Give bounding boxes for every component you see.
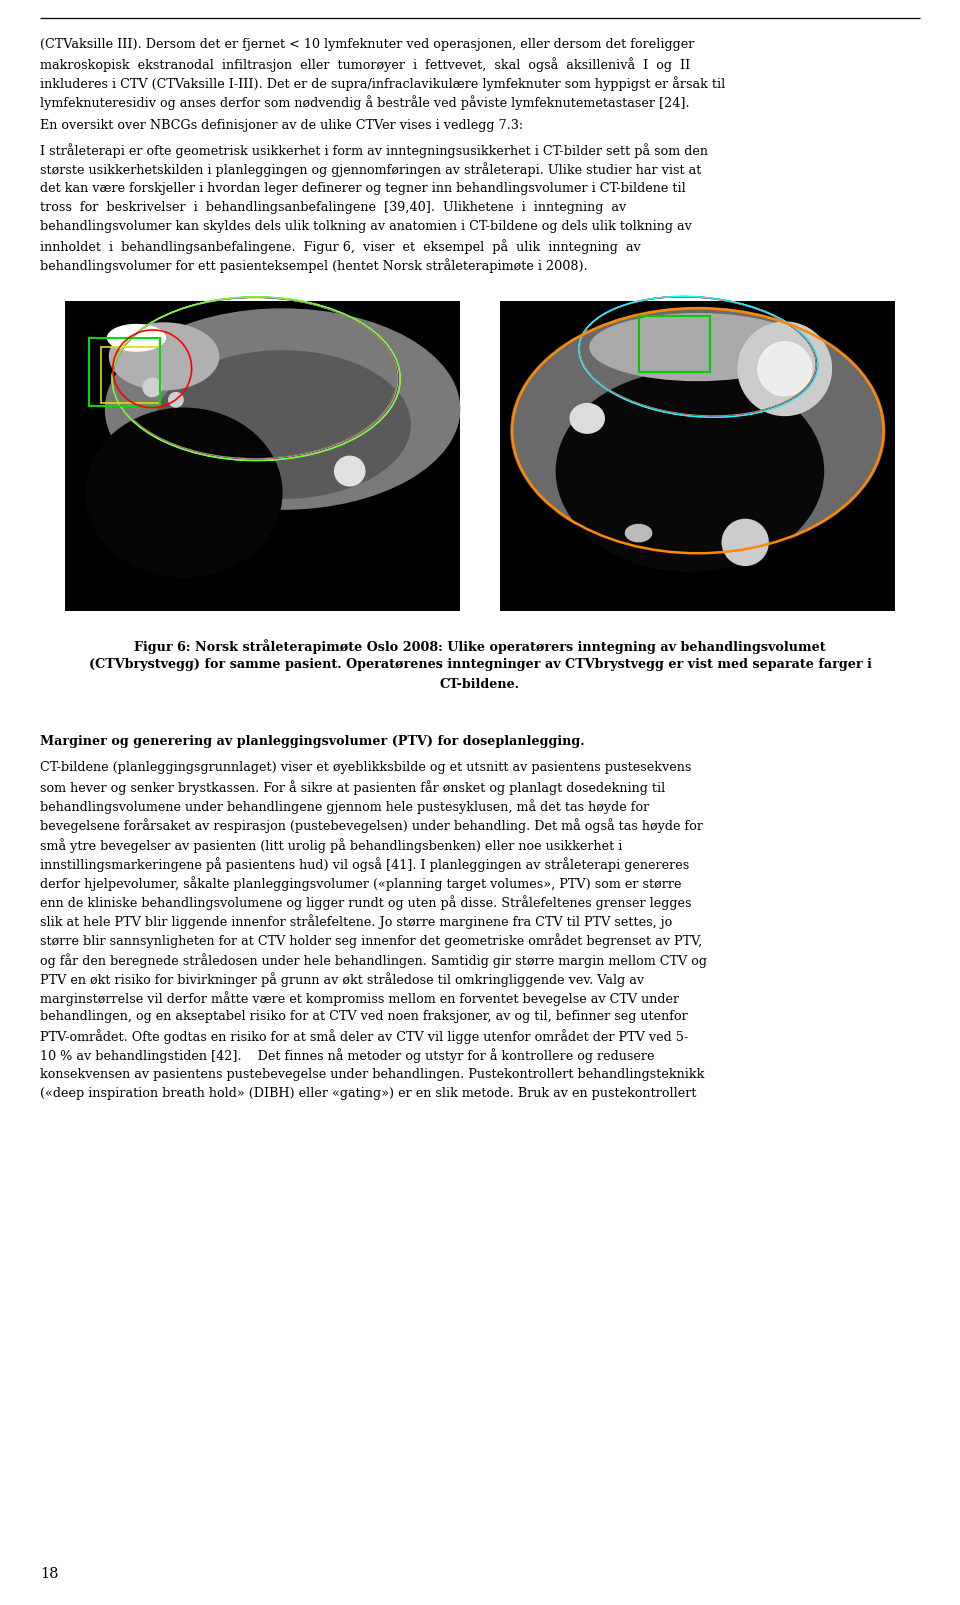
Text: (CTVaksille III). Dersom det er fjernet < 10 lymfeknuter ved operasjonen, eller : (CTVaksille III). Dersom det er fjernet …	[40, 39, 695, 51]
Ellipse shape	[589, 313, 806, 380]
Text: tross  for  beskrivelser  i  behandlingsanbefalingene  [39,40].  Ulikhetene  i  : tross for beskrivelser i behandlingsanbe…	[40, 201, 627, 213]
Text: 18: 18	[40, 1566, 59, 1581]
Text: PTV en økt risiko for bivirkninger på grunn av økt stråledose til omkringliggend: PTV en økt risiko for bivirkninger på gr…	[40, 973, 644, 987]
Text: marginstørrelse vil derfor måtte være et kompromiss mellom en forventet bevegels: marginstørrelse vil derfor måtte være et…	[40, 990, 680, 1006]
Ellipse shape	[85, 408, 282, 578]
Text: det kan være forskjeller i hvordan leger definerer og tegner inn behandlingsvolu: det kan være forskjeller i hvordan leger…	[40, 181, 686, 194]
Text: største usikkerhetskilden i planleggingen og gjennomføringen av stråleterapi. Ul: største usikkerhetskilden i planlegginge…	[40, 162, 702, 178]
Ellipse shape	[510, 307, 885, 555]
Text: CT-bildene.: CT-bildene.	[440, 677, 520, 690]
Text: behandlingsvolumer for ett pasienteksempel (hentet Norsk stråleterapimøte i 2008: behandlingsvolumer for ett pasienteksemp…	[40, 258, 588, 273]
Text: behandlingsvolumer kan skyldes dels ulik tolkning av anatomien i CT-bildene og d: behandlingsvolumer kan skyldes dels ulik…	[40, 220, 692, 233]
Bar	[101, 347, 160, 403]
Text: Marginer og generering av planleggingsvolumer (PTV) for doseplanlegging.: Marginer og generering av planleggingsvo…	[40, 735, 585, 748]
Text: innstillingsmarkeringene på pasientens hud) vil også [41]. I planleggingen av st: innstillingsmarkeringene på pasientens h…	[40, 857, 689, 872]
Circle shape	[737, 321, 832, 416]
Circle shape	[168, 392, 183, 408]
Text: behandlingen, og en akseptabel risiko for at CTV ved noen fraksjoner, av og til,: behandlingen, og en akseptabel risiko fo…	[40, 1010, 688, 1024]
Ellipse shape	[107, 324, 166, 351]
Text: små ytre bevegelser av pasienten (litt urolig på behandlingsbenken) eller noe us: små ytre bevegelser av pasienten (litt u…	[40, 838, 623, 852]
Bar	[638, 316, 709, 372]
Ellipse shape	[569, 403, 605, 433]
Text: I stråleterapi er ofte geometrisk usikkerhet i form av inntegningsusikkerhet i C: I stråleterapi er ofte geometrisk usikke…	[40, 143, 708, 159]
Ellipse shape	[556, 371, 825, 571]
Ellipse shape	[334, 456, 366, 486]
Text: 10 % av behandlingstiden [42].    Det finnes nå metoder og utstyr for å kontroll: 10 % av behandlingstiden [42]. Det finne…	[40, 1048, 655, 1064]
Bar	[500, 300, 896, 610]
Ellipse shape	[155, 350, 411, 499]
Text: CT-bildene (planleggingsgrunnlaget) viser et øyeblikksbilde og et utsnitt av pas: CT-bildene (planleggingsgrunnlaget) vise…	[40, 761, 692, 774]
Ellipse shape	[105, 308, 461, 510]
Bar	[65, 300, 461, 610]
Text: bevegelsene forårsaket av respirasjon (pustebevegelsen) under behandling. Det må: bevegelsene forårsaket av respirasjon (p…	[40, 819, 704, 833]
Text: enn de kliniske behandlingsvolumene og ligger rundt og uten på disse. Strålefelt: enn de kliniske behandlingsvolumene og l…	[40, 896, 692, 910]
Text: større blir sannsynligheten for at CTV holder seg innenfor det geometriske områd: større blir sannsynligheten for at CTV h…	[40, 934, 703, 949]
Text: slik at hele PTV blir liggende innenfor strålefeltene. Jo større marginene fra C: slik at hele PTV blir liggende innenfor …	[40, 915, 673, 929]
Text: PTV-området. Ofte godtas en risiko for at små deler av CTV vil ligge utenfor omr: PTV-området. Ofte godtas en risiko for a…	[40, 1029, 688, 1045]
Circle shape	[722, 518, 769, 567]
Bar	[89, 337, 160, 406]
Text: makroskopisk  ekstranodal  infiltrasjon  eller  tumorøyer  i  fettvevet,  skal  : makroskopisk ekstranodal infiltrasjon el…	[40, 58, 690, 72]
Text: derfor hjelpevolumer, såkalte planleggingsvolumer («planning target volumes», PT: derfor hjelpevolumer, såkalte planleggin…	[40, 876, 682, 891]
Circle shape	[142, 377, 162, 398]
Text: Figur 6: Norsk stråleterapimøte Oslo 2008: Ulike operatørers inntegning av behan: Figur 6: Norsk stråleterapimøte Oslo 200…	[134, 639, 826, 655]
Ellipse shape	[108, 323, 220, 390]
Text: («deep inspiration breath hold» (DIBH) eller «gating») er en slik metode. Bruk a: («deep inspiration breath hold» (DIBH) e…	[40, 1087, 697, 1099]
Circle shape	[757, 342, 812, 396]
Text: som hever og senker brystkassen. For å sikre at pasienten får ønsket og planlagt: som hever og senker brystkassen. For å s…	[40, 780, 665, 794]
Text: lymfeknuteresidiv og anses derfor som nødvendig å bestråle ved påviste lymfeknut: lymfeknuteresidiv og anses derfor som nø…	[40, 96, 690, 111]
Text: inkluderes i CTV (CTVaksille I-III). Det er de supra/infraclavikulære lymfeknute: inkluderes i CTV (CTVaksille I-III). Det…	[40, 77, 726, 91]
Ellipse shape	[625, 523, 653, 542]
Text: innholdet  i  behandlingsanbefalingene.  Figur 6,  viser  et  eksempel  på  ulik: innholdet i behandlingsanbefalingene. Fi…	[40, 239, 641, 254]
Text: konsekvensen av pasientens pustebevegelse under behandlingen. Pustekontrollert b: konsekvensen av pasientens pustebevegels…	[40, 1067, 705, 1080]
Bar	[65, 300, 461, 610]
Text: og får den beregnede stråledosen under hele behandlingen. Samtidig gir større ma: og får den beregnede stråledosen under h…	[40, 953, 708, 968]
Text: En oversikt over NBCGs definisjoner av de ulike CTVer vises i vedlegg 7.3:: En oversikt over NBCGs definisjoner av d…	[40, 119, 523, 133]
Text: (CTVbrystvegg) for samme pasient. Operatørenes inntegninger av CTVbrystvegg er v: (CTVbrystvegg) for samme pasient. Operat…	[88, 658, 872, 671]
Text: behandlingsvolumene under behandlingene gjennom hele pustesyklusen, må det tas h: behandlingsvolumene under behandlingene …	[40, 799, 650, 814]
